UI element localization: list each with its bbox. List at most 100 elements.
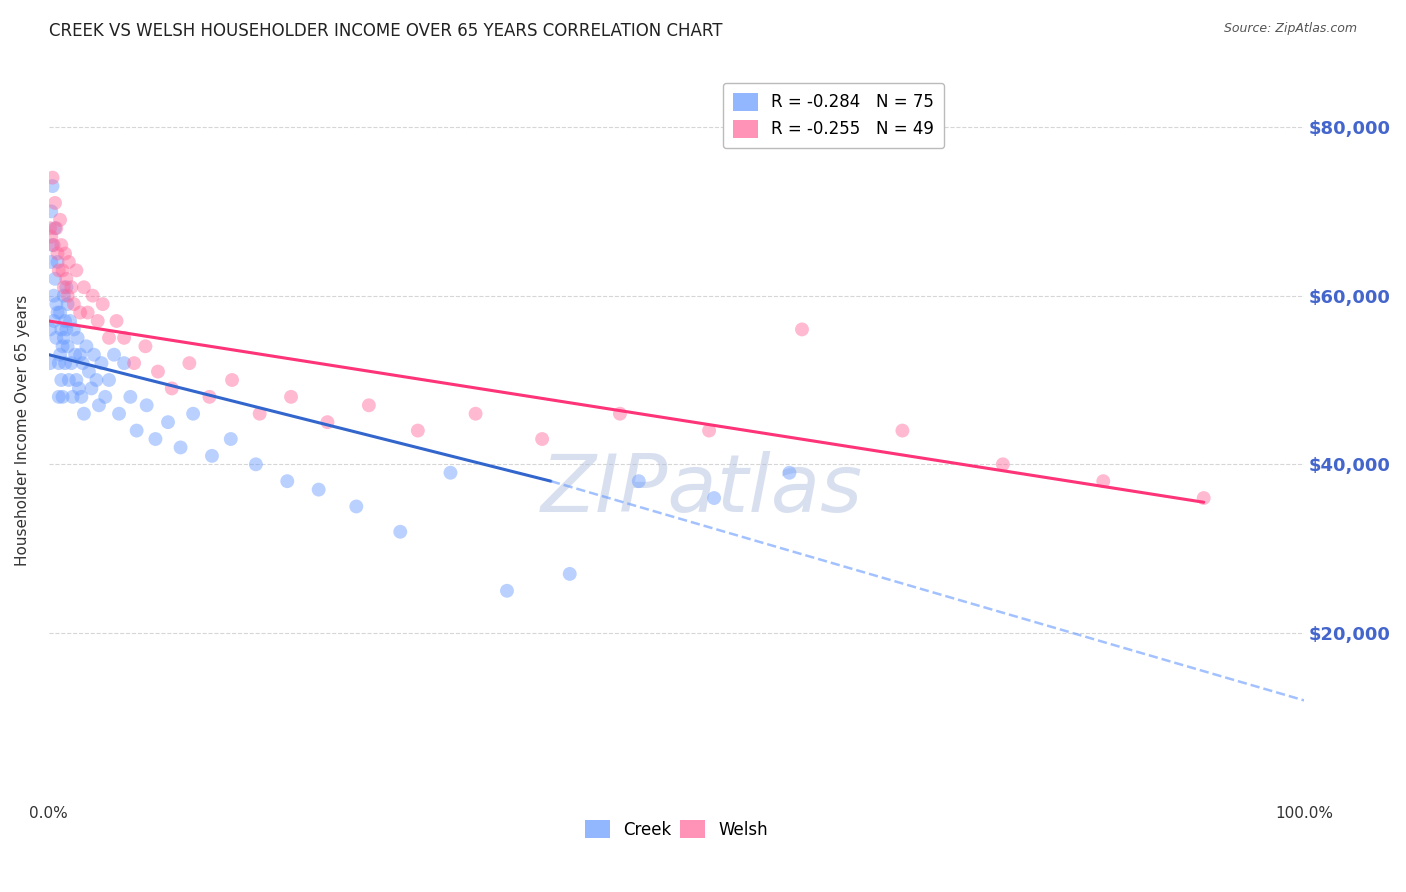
Point (51, 263, 73, 277)
Point (609, 407, 631, 421)
Point (39, 204, 62, 219)
Point (48, 390, 70, 404)
Point (169, 441, 191, 455)
Text: CREEK VS WELSH HOUSEHOLDER INCOME OVER 65 YEARS CORRELATION CHART: CREEK VS WELSH HOUSEHOLDER INCOME OVER 6… (49, 22, 723, 40)
Legend: Creek, Welsh: Creek, Welsh (578, 814, 775, 846)
Point (45, 297, 67, 311)
Point (44, 196, 66, 211)
Point (52, 331, 75, 345)
Point (103, 348, 125, 362)
Point (90, 356, 112, 370)
Point (39, 221, 62, 235)
Point (991, 458, 1014, 472)
Point (58, 255, 80, 269)
Point (73, 280, 96, 294)
Point (62, 390, 84, 404)
Point (389, 524, 412, 539)
Point (63, 348, 86, 362)
Point (464, 407, 486, 421)
Point (60, 356, 83, 370)
Point (46, 246, 69, 260)
Point (66, 331, 89, 345)
Point (65, 263, 87, 277)
Point (39, 322, 62, 336)
Point (39, 229, 62, 244)
Point (60, 280, 83, 294)
Point (65, 373, 87, 387)
Point (891, 424, 914, 438)
Point (51, 322, 73, 336)
Point (439, 466, 461, 480)
Point (406, 424, 429, 438)
Point (53, 314, 76, 328)
Point (46, 305, 69, 319)
Point (316, 415, 339, 429)
Point (45, 221, 67, 235)
Point (55, 280, 77, 294)
Point (98, 373, 121, 387)
Point (112, 356, 135, 370)
Point (41, 179, 63, 194)
Point (48, 356, 70, 370)
Point (42, 238, 65, 252)
Point (135, 398, 157, 412)
Point (558, 566, 581, 581)
Point (51, 373, 73, 387)
Point (344, 500, 367, 514)
Point (221, 373, 243, 387)
Point (249, 407, 271, 421)
Point (56, 288, 79, 302)
Point (56, 297, 79, 311)
Point (86, 373, 108, 387)
Point (280, 390, 302, 404)
Y-axis label: Householder Income Over 65 years: Householder Income Over 65 years (15, 295, 30, 566)
Point (122, 356, 145, 370)
Point (80, 381, 103, 395)
Point (63, 297, 86, 311)
Point (94, 390, 117, 404)
Point (55, 272, 77, 286)
Point (496, 583, 519, 598)
Point (51, 390, 73, 404)
Point (69, 305, 91, 319)
Point (91, 297, 114, 311)
Point (49, 212, 72, 227)
Point (697, 424, 720, 438)
Point (627, 474, 650, 488)
Point (146, 365, 169, 379)
Point (201, 449, 224, 463)
Point (69, 348, 91, 362)
Point (53, 246, 76, 260)
Point (156, 415, 179, 429)
Text: Source: ZipAtlas.com: Source: ZipAtlas.com (1223, 22, 1357, 36)
Point (55, 322, 77, 336)
Point (59, 314, 82, 328)
Point (63, 322, 86, 336)
Point (87, 398, 110, 412)
Point (73, 407, 96, 421)
Point (181, 407, 204, 421)
Point (52, 280, 75, 294)
Point (48, 263, 70, 277)
Point (41, 170, 63, 185)
Point (41, 238, 63, 252)
Text: ZIPatlas: ZIPatlas (540, 451, 863, 529)
Point (179, 356, 201, 370)
Point (1192, 491, 1215, 505)
Point (531, 432, 554, 446)
Point (67, 381, 90, 395)
Point (49, 305, 72, 319)
Point (105, 314, 128, 328)
Point (1092, 474, 1115, 488)
Point (51, 238, 73, 252)
Point (108, 407, 131, 421)
Point (77, 365, 100, 379)
Point (198, 390, 221, 404)
Point (83, 348, 105, 362)
Point (72, 356, 94, 370)
Point (778, 466, 800, 480)
Point (75, 339, 97, 353)
Point (46, 255, 69, 269)
Point (245, 458, 267, 472)
Point (160, 381, 183, 395)
